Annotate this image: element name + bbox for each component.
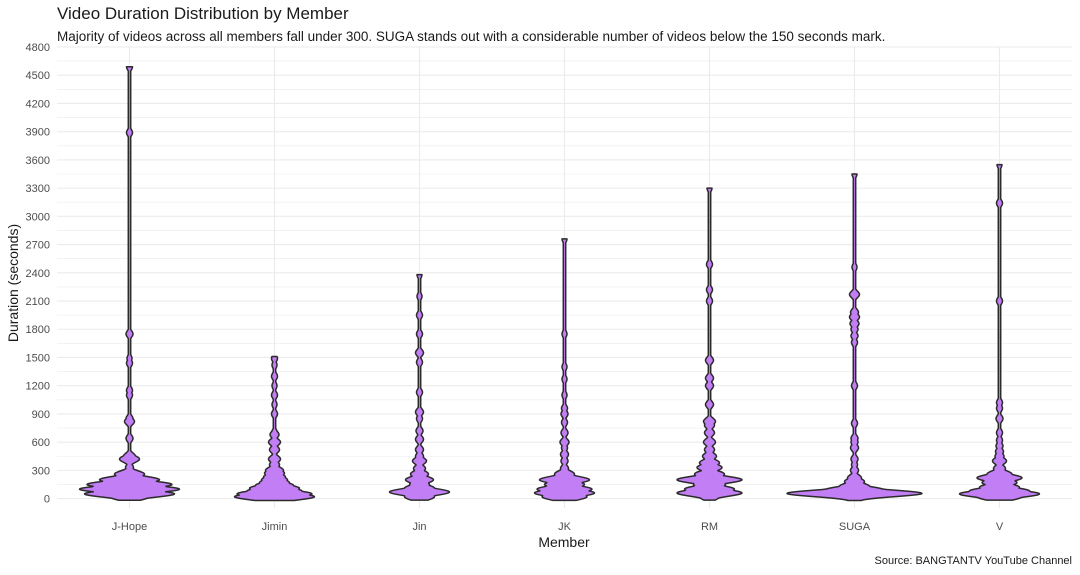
chart-subtitle: Majority of videos across all members fa… (57, 29, 886, 44)
y-tick-label: 3300 (26, 183, 50, 195)
x-tick-label: Jin (412, 521, 426, 533)
y-axis-title: Duration (seconds) (5, 224, 21, 342)
violin-jk (533, 238, 596, 502)
y-tick-label: 1800 (26, 324, 50, 336)
violin-jin (388, 273, 451, 501)
y-tick-label: 600 (32, 437, 50, 449)
violin-suga (786, 173, 923, 502)
y-tick-label: 4800 (26, 42, 50, 54)
x-axis-ticks: J-Hope Jimin Jin JK RM SUGA V (112, 521, 1004, 533)
x-tick-label: Jimin (262, 521, 288, 533)
x-tick-label: J-Hope (112, 521, 147, 533)
x-tick-label: JK (558, 521, 572, 533)
violin-j-hope (78, 66, 181, 502)
violin-rm (676, 187, 743, 501)
y-tick-label: 2100 (26, 296, 50, 308)
y-tick-label: 3900 (26, 127, 50, 139)
y-tick-label: 2700 (26, 240, 50, 252)
violin-v (958, 163, 1041, 501)
x-axis-title: Member (538, 534, 590, 550)
violin-jimin (233, 355, 316, 502)
chart-caption: Source: BANGTANTV YouTube Channel (874, 555, 1073, 567)
y-tick-label: 4500 (26, 70, 50, 82)
y-tick-label: 900 (32, 409, 50, 421)
violin-layer (78, 66, 1041, 502)
x-tick-label: V (996, 521, 1004, 533)
y-tick-label: 0 (44, 494, 50, 506)
x-tick-label: SUGA (839, 521, 871, 533)
y-tick-label: 4200 (26, 98, 50, 110)
y-tick-label: 300 (32, 465, 50, 477)
y-tick-label: 2400 (26, 268, 50, 280)
x-tick-label: RM (701, 521, 718, 533)
y-tick-label: 1500 (26, 352, 50, 364)
y-axis-ticks: 0 300 600 900 1200 1500 1800 2100 2400 2700 3000 33… (26, 42, 50, 506)
y-tick-label: 3600 (26, 155, 50, 167)
y-tick-label: 3000 (26, 211, 50, 223)
y-tick-label: 1200 (26, 381, 50, 393)
chart-title: Video Duration Distribution by Member (57, 4, 349, 23)
